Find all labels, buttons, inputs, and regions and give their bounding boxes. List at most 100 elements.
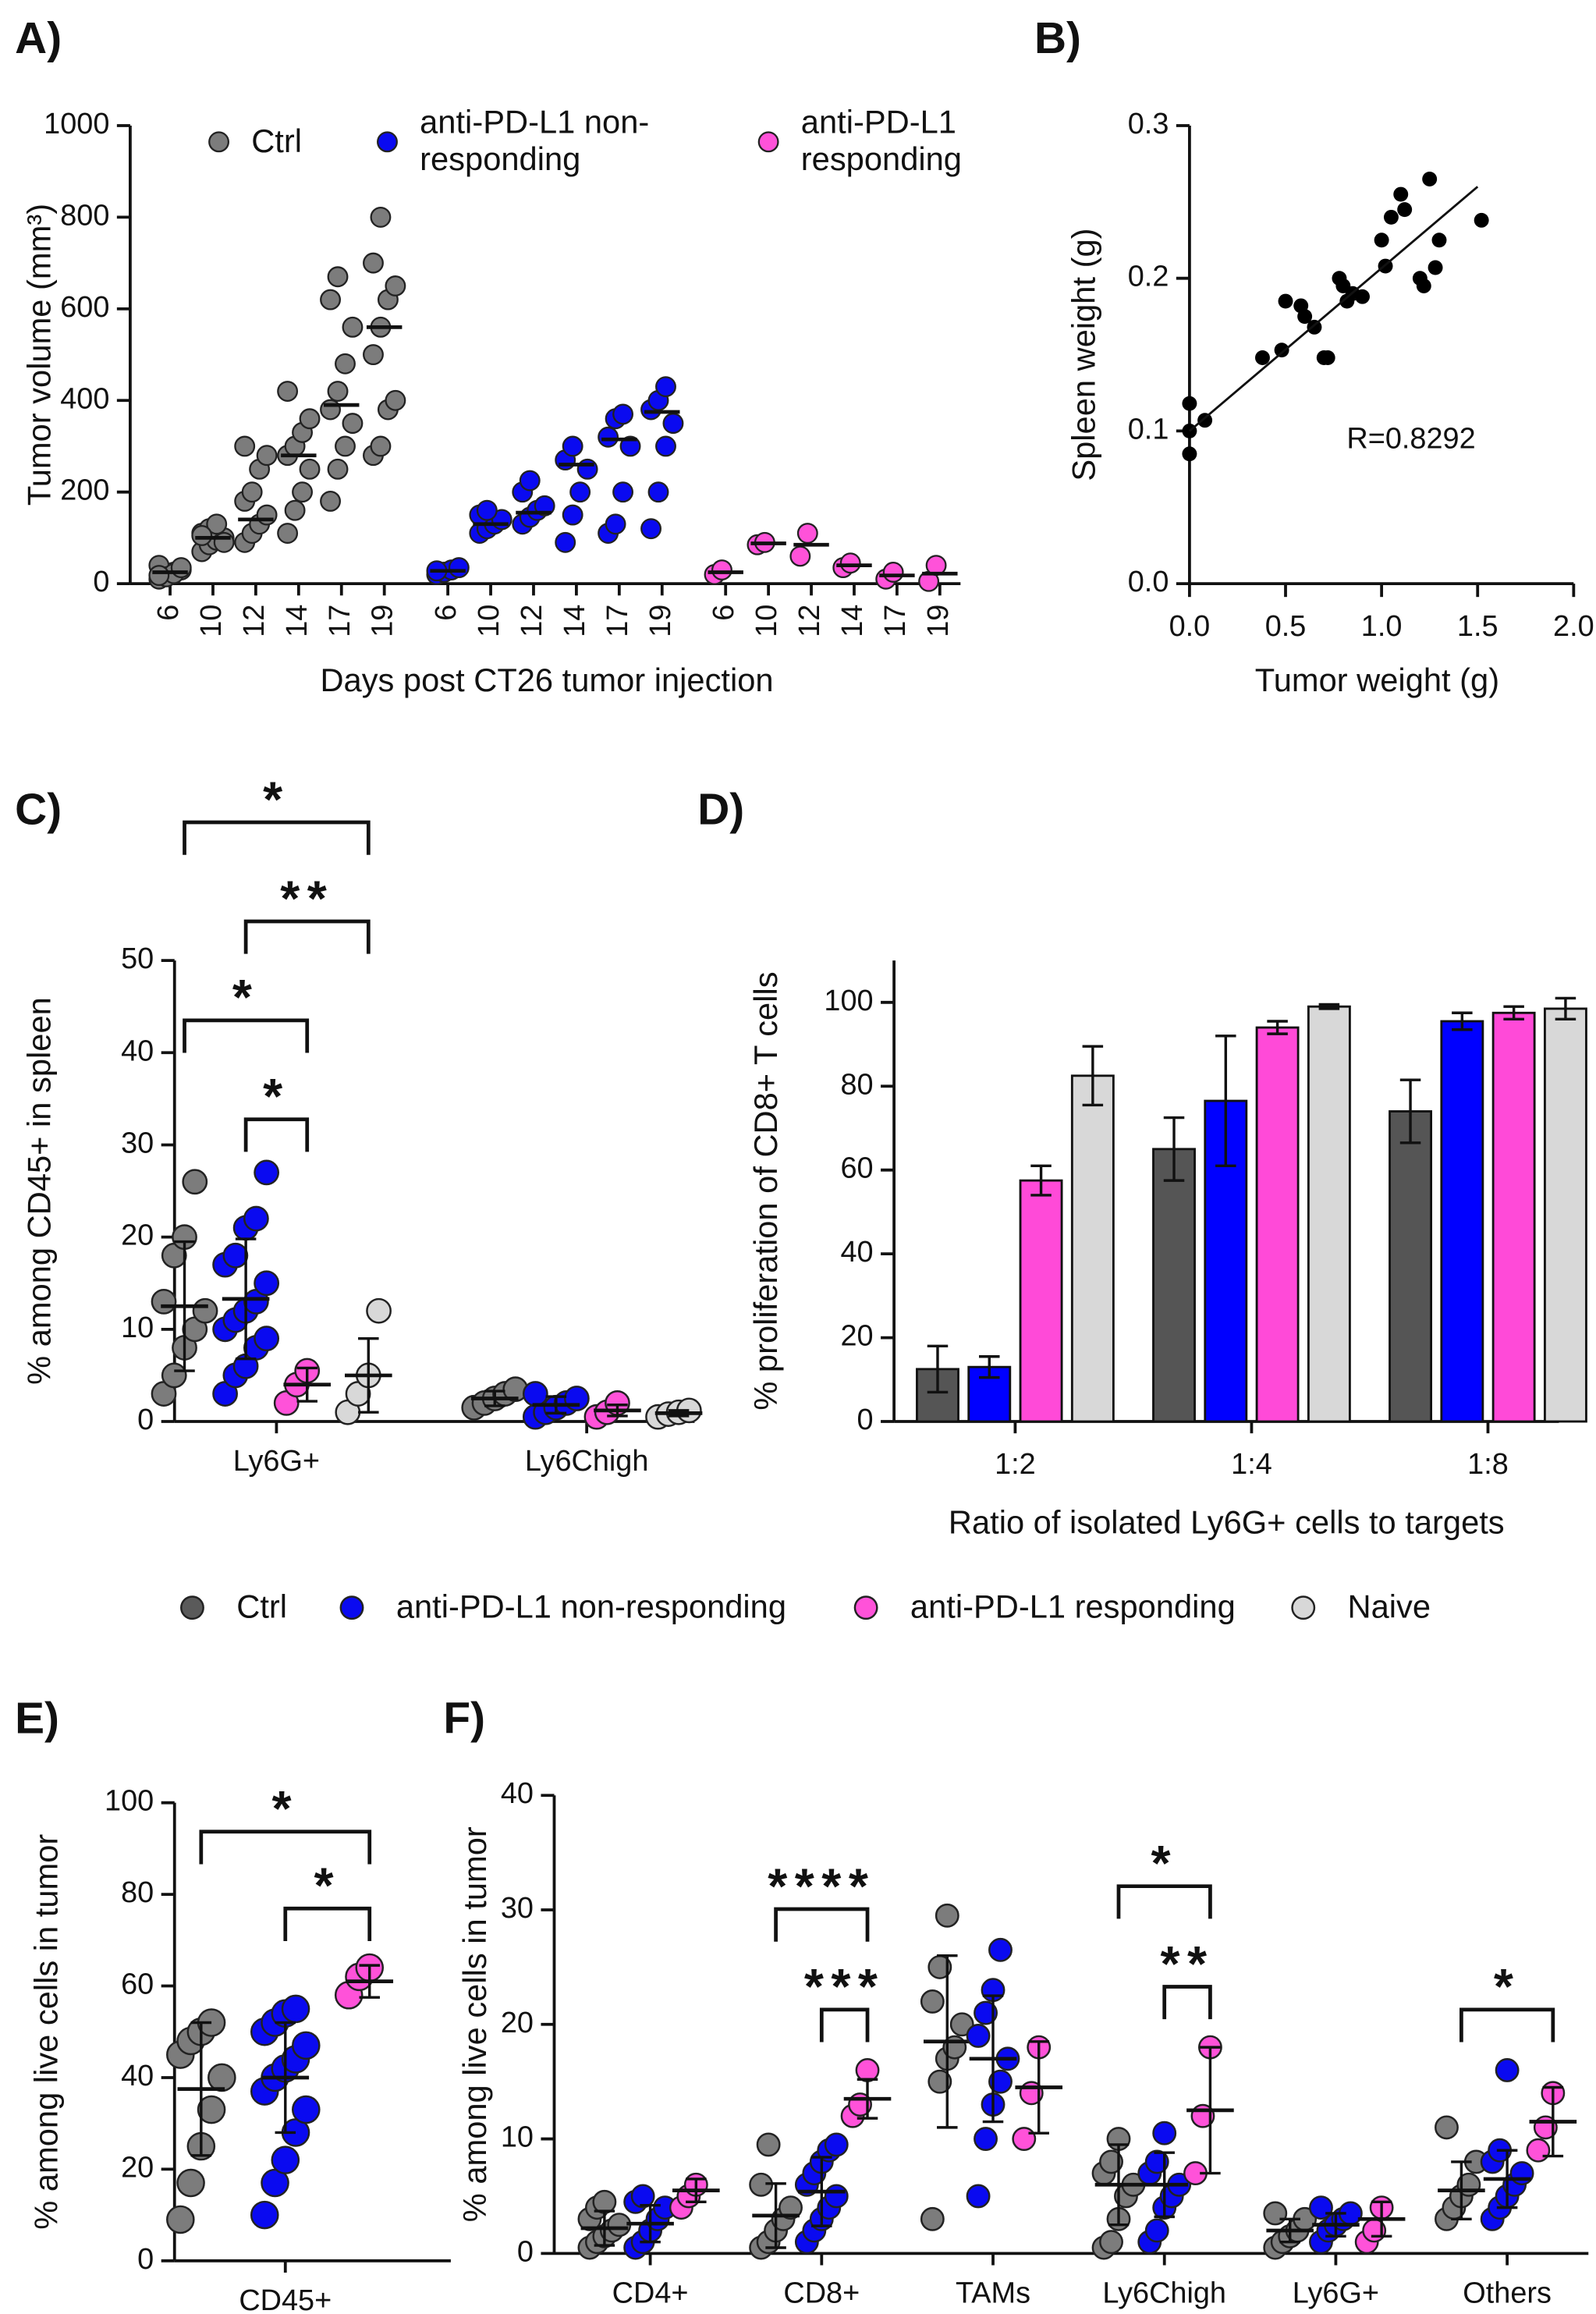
data-point (176, 2168, 205, 2198)
y-tick-label: 0.3 (1128, 108, 1169, 140)
data-point (534, 495, 555, 516)
x-tick-label: 10 (473, 605, 505, 637)
legend-marker (757, 131, 779, 153)
data-point (366, 1297, 392, 1324)
y-tick-label: 0.1 (1128, 413, 1169, 445)
data-point (576, 458, 598, 480)
panel-label: A) (15, 14, 62, 63)
x-tick-label: CD4+ (612, 2277, 689, 2309)
data-point (619, 435, 641, 457)
data-point (655, 435, 676, 457)
y-tick-label: 20 (501, 2007, 534, 2039)
data-point (855, 2058, 880, 2082)
legend-marker (377, 131, 398, 153)
significance-label: ** (1161, 1936, 1215, 1992)
x-tick-label: 14 (559, 605, 591, 637)
data-point (342, 413, 364, 435)
data-point (222, 1242, 249, 1269)
data-point (148, 565, 170, 587)
x-tick-label: 10 (750, 605, 783, 637)
data-point (882, 562, 904, 583)
legend-marker (180, 1595, 204, 1620)
x-tick-label: Ly6G+ (1293, 2277, 1379, 2309)
data-point (789, 545, 811, 567)
data-point (988, 2069, 1013, 2094)
x-tick-label: 17 (879, 605, 912, 637)
x-tick-label: 12 (793, 605, 826, 637)
y-tick-label: 80 (121, 1876, 154, 1909)
legend-marker (208, 131, 230, 153)
x-tick-label: 1:2 (995, 1448, 1036, 1481)
data-point (342, 316, 364, 338)
y-tick-label: 200 (60, 474, 109, 507)
data-point (1383, 209, 1399, 225)
data-point (1099, 2230, 1123, 2255)
data-point (161, 1362, 187, 1389)
legend-label: anti-PD-L1 non-responding (420, 103, 650, 178)
significance-label: * (1494, 1958, 1521, 2014)
y-tick-label: 0 (857, 1404, 874, 1436)
y-axis-label: Spleen weight (g) (1065, 228, 1101, 481)
data-point (949, 2012, 974, 2037)
data-point (1526, 2138, 1551, 2163)
significance-bracket (183, 820, 371, 855)
data-point (1435, 2115, 1459, 2140)
data-point (1197, 413, 1213, 428)
data-point (519, 470, 541, 492)
data-point (335, 435, 356, 457)
data-point (1309, 2195, 1333, 2220)
data-point (711, 559, 732, 580)
y-tick-label: 0.0 (1128, 566, 1169, 598)
data-point (1397, 202, 1413, 218)
bar (1307, 1005, 1351, 1423)
data-point (1152, 2121, 1177, 2145)
significance-bracket (819, 2007, 870, 2042)
data-point (277, 381, 299, 402)
bar (1440, 1020, 1484, 1423)
data-point (662, 413, 684, 435)
significance-bracket (1116, 1884, 1212, 1919)
data-point (299, 458, 321, 480)
x-tick-label: Others (1463, 2277, 1552, 2309)
data-point (320, 490, 341, 512)
data-point (1182, 396, 1197, 411)
bar (1019, 1179, 1063, 1423)
x-tick-label: 17 (324, 605, 356, 637)
significance-bracket (243, 1117, 310, 1152)
y-tick-label: 400 (60, 382, 109, 415)
data-point (824, 2132, 849, 2157)
legend-label: anti-PD-L1 responding (800, 103, 962, 178)
data-point (569, 481, 591, 503)
y-tick-label: 10 (121, 1311, 154, 1344)
data-point (647, 481, 669, 503)
data-point (151, 1289, 177, 1315)
y-tick-label: 80 (840, 1068, 873, 1101)
data-point (1431, 232, 1447, 248)
y-tick-label: 10 (501, 2121, 534, 2154)
x-tick-label: 1.5 (1457, 610, 1498, 643)
y-tick-label: 0 (517, 2235, 534, 2268)
x-tick-label: 6 (152, 605, 185, 621)
error-bar (1163, 1116, 1185, 1182)
significance-label: * (1151, 1835, 1178, 1891)
error-bar (1267, 1020, 1288, 1035)
y-tick-label: 20 (840, 1320, 873, 1353)
data-point (191, 525, 213, 546)
panel-label: E) (15, 1695, 59, 1744)
x-tick-label: 14 (281, 605, 314, 637)
data-point (250, 2200, 279, 2230)
y-tick-label: 1000 (44, 108, 109, 140)
bar (1255, 1026, 1300, 1423)
x-tick-label: 1:4 (1231, 1448, 1272, 1481)
data-point (256, 504, 278, 526)
data-point (1474, 212, 1489, 228)
data-point (256, 445, 278, 467)
significance-label: ** (280, 870, 334, 926)
error-bar (1555, 996, 1576, 1021)
y-tick-label: 0.2 (1128, 261, 1169, 293)
data-point (182, 1169, 208, 1195)
y-axis-label: % proliferation of CD8+ T cells (747, 971, 784, 1410)
data-point (192, 1297, 218, 1324)
x-tick-label: 19 (644, 605, 677, 637)
